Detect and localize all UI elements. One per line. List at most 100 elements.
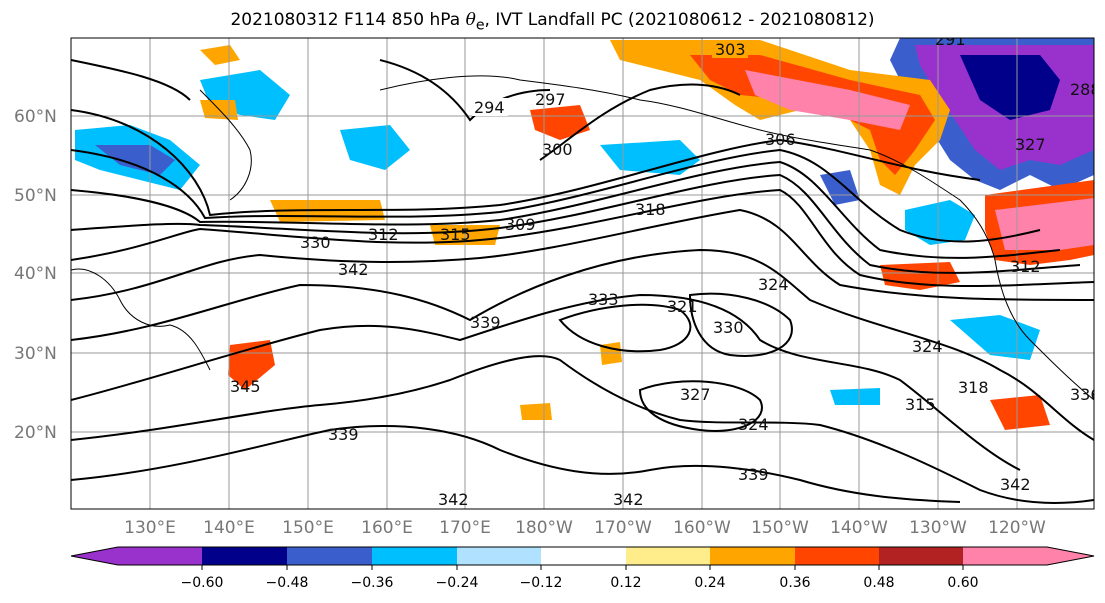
shade-orange-alaska bbox=[610, 40, 950, 195]
contour-label: 345 bbox=[230, 377, 261, 396]
contour-label: 318 bbox=[635, 200, 666, 219]
colorbar-tick-label: −0.24 bbox=[436, 575, 479, 591]
contour-label: 342 bbox=[338, 260, 369, 279]
contour-label: 309 bbox=[505, 215, 536, 234]
shade-blue-nw bbox=[95, 145, 175, 175]
shade-blue-gulf bbox=[820, 170, 860, 205]
shade-orange-south bbox=[520, 403, 552, 420]
colorbar-swatch bbox=[372, 547, 457, 565]
lat-tick-label: 60°N bbox=[14, 107, 57, 127]
lon-tick-label: 150°E bbox=[282, 518, 334, 538]
contour-label: 342 bbox=[613, 490, 644, 509]
title-theta-symbol: θ bbox=[465, 10, 476, 30]
contour-label: 288 bbox=[1070, 80, 1101, 99]
colorbar-swatch bbox=[202, 547, 287, 565]
title-prefix: 2021080312 F114 850 hPa bbox=[230, 10, 466, 30]
title-theta-subscript: e bbox=[475, 17, 485, 34]
colorbar-tick-label: 0.60 bbox=[947, 575, 978, 591]
contour-label: 330 bbox=[300, 233, 331, 252]
contour-labels: 303 294 297 300 306 318 309 315 312 330 … bbox=[230, 30, 1101, 509]
contour-line bbox=[539, 83, 741, 161]
contour-label: 312 bbox=[368, 225, 399, 244]
colorbar-tick-label: 0.24 bbox=[694, 575, 725, 591]
contour-line bbox=[558, 303, 692, 353]
shade-red-bering bbox=[530, 105, 590, 140]
contour-line bbox=[71, 293, 1021, 471]
shaded-fields bbox=[75, 38, 1094, 430]
colorbar-tick-label: −0.48 bbox=[266, 575, 309, 591]
colorbar-tick-label: 0.36 bbox=[779, 575, 810, 591]
contour-line bbox=[71, 109, 981, 217]
shade-pink-alaska bbox=[745, 70, 910, 130]
colorbar: −0.60 −0.48 −0.36 −0.24 −0.12 0.12 0.24 … bbox=[70, 546, 1095, 591]
colorbar-swatch bbox=[287, 547, 372, 565]
shade-pink-westcoast bbox=[995, 198, 1094, 250]
contour-line bbox=[71, 173, 1081, 274]
shade-cyan-coast bbox=[905, 200, 975, 245]
contour-label: 297 bbox=[535, 90, 566, 109]
coastline-kamchatka bbox=[199, 89, 252, 201]
contour-label: 300 bbox=[542, 140, 573, 159]
contour-label: 342 bbox=[438, 490, 469, 509]
contour-label: 330 bbox=[713, 318, 744, 337]
colorbar-swatch bbox=[879, 547, 963, 565]
colorbar-tick-label: −0.36 bbox=[351, 575, 394, 591]
colorbar-swatch bbox=[118, 547, 202, 565]
gridlines bbox=[71, 38, 1094, 509]
colorbar-swatch bbox=[541, 547, 626, 565]
lon-tick-label: 140°E bbox=[203, 518, 255, 538]
theta-e-contours bbox=[71, 59, 1094, 504]
contour-line bbox=[379, 59, 551, 122]
colorbar-swatch bbox=[1047, 547, 1094, 565]
colorbar-swatch bbox=[626, 547, 710, 565]
lon-tick-label: 140°W bbox=[830, 518, 888, 538]
contour-label: 315 bbox=[905, 395, 936, 414]
map-content: 303 294 297 300 306 318 309 315 312 330 … bbox=[71, 30, 1101, 509]
contour-line bbox=[71, 208, 1094, 301]
title-suffix: , IVT Landfall PC (2021080612 - 20210808… bbox=[484, 10, 875, 30]
contour-label: 315 bbox=[440, 225, 471, 244]
shade-orange-nw bbox=[200, 45, 240, 65]
lon-tick-label: 160°E bbox=[361, 518, 413, 538]
contour-line bbox=[71, 148, 1041, 243]
colorbar-tick-label: −0.60 bbox=[181, 575, 224, 591]
contour-label: 342 bbox=[1000, 475, 1031, 494]
shade-cyan-bering bbox=[600, 140, 700, 175]
lon-tick-label: 130°W bbox=[909, 518, 967, 538]
colorbar-swatch bbox=[71, 547, 118, 565]
contour-label: 312 bbox=[1010, 257, 1041, 276]
contour-label: 327 bbox=[680, 385, 711, 404]
contour-label: 339 bbox=[328, 425, 359, 444]
contour-label: 294 bbox=[474, 98, 505, 117]
shade-cyan-kamchatka bbox=[340, 125, 410, 170]
contour-line bbox=[688, 292, 793, 357]
colorbar-tick-label: 0.12 bbox=[610, 575, 641, 591]
map-title: 2021080312 F114 850 hPa θe, IVT Landfall… bbox=[0, 10, 1105, 33]
contour-label: 318 bbox=[958, 378, 989, 397]
contour-label: 321 bbox=[667, 297, 698, 316]
lon-tick-label: 170°E bbox=[439, 518, 491, 538]
colorbar-outline bbox=[70, 546, 1095, 566]
coastline-asia bbox=[71, 268, 211, 371]
contour-label: 324 bbox=[738, 415, 769, 434]
shade-red-baja bbox=[990, 395, 1050, 430]
contour-label: 303 bbox=[715, 40, 746, 59]
lon-tick-label: 120°W bbox=[988, 518, 1046, 538]
contour-label: 333 bbox=[588, 290, 619, 309]
lat-tick-label: 20°N bbox=[14, 423, 57, 443]
contour-label: 324 bbox=[758, 275, 789, 294]
colorbar-ticks bbox=[201, 565, 964, 570]
contour-label: 339 bbox=[470, 313, 501, 332]
contour-label: 291 bbox=[935, 30, 966, 49]
colorbar-tick-label: 0.48 bbox=[863, 575, 894, 591]
lon-tick-labels: 130°E 140°E 150°E 160°E 170°E 180°W 170°… bbox=[124, 518, 1046, 538]
colorbar-tick-label: −0.12 bbox=[520, 575, 563, 591]
lon-tick-label: 150°W bbox=[751, 518, 809, 538]
lon-tick-label: 170°W bbox=[594, 518, 652, 538]
colorbar-swatch bbox=[457, 547, 541, 565]
coastline-alaska bbox=[379, 75, 871, 151]
shade-cyan-south bbox=[830, 388, 880, 405]
map-frame bbox=[70, 37, 1095, 510]
contour-line bbox=[71, 188, 1094, 287]
lon-tick-label: 130°E bbox=[124, 518, 176, 538]
